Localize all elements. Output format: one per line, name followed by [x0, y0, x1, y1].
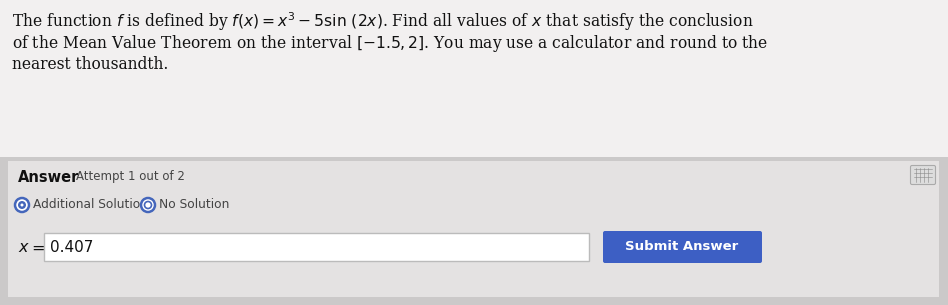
Text: Answer: Answer: [18, 170, 80, 185]
Circle shape: [18, 201, 26, 209]
Circle shape: [21, 203, 24, 206]
FancyBboxPatch shape: [8, 161, 939, 297]
Text: 0.407: 0.407: [50, 239, 93, 254]
FancyBboxPatch shape: [44, 233, 589, 261]
Circle shape: [141, 198, 155, 212]
Text: No Solution: No Solution: [159, 199, 229, 211]
FancyBboxPatch shape: [603, 231, 762, 263]
Text: nearest thousandth.: nearest thousandth.: [12, 56, 169, 73]
Text: The function $f$ is defined by $f(x) = x^3 - 5\sin\,(2x)$. Find all values of $x: The function $f$ is defined by $f(x) = x…: [12, 10, 754, 33]
Text: of the Mean Value Theorem on the interval $[-1.5, 2]$. You may use a calculator : of the Mean Value Theorem on the interva…: [12, 33, 768, 54]
Text: $x$: $x$: [18, 239, 30, 256]
FancyBboxPatch shape: [0, 0, 948, 157]
Text: $=$: $=$: [28, 239, 45, 256]
Text: Additional Solution: Additional Solution: [33, 199, 148, 211]
FancyBboxPatch shape: [910, 166, 936, 185]
Text: Attempt 1 out of 2: Attempt 1 out of 2: [76, 170, 185, 183]
FancyBboxPatch shape: [0, 157, 948, 305]
Text: Submit Answer: Submit Answer: [626, 241, 738, 253]
Circle shape: [15, 198, 29, 212]
Circle shape: [144, 202, 152, 209]
